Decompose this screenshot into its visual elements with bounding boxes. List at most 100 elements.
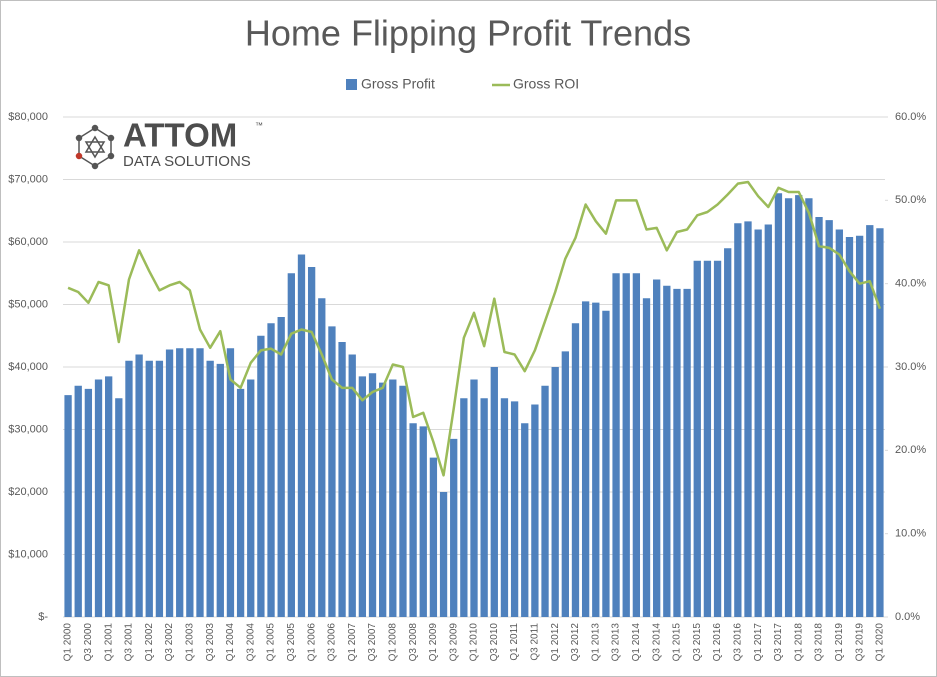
bar bbox=[622, 273, 630, 617]
bar bbox=[318, 298, 326, 617]
bar bbox=[744, 221, 752, 617]
bar bbox=[287, 273, 295, 617]
x-tick-label: Q3 2006 bbox=[327, 623, 338, 662]
x-tick-label: Q1 2012 bbox=[550, 623, 561, 662]
bar bbox=[703, 260, 712, 617]
y-tick-label: $30,000 bbox=[8, 423, 48, 435]
x-tick-label: Q3 2003 bbox=[205, 623, 216, 662]
y2-tick-label: 20.0% bbox=[895, 444, 926, 456]
bar bbox=[490, 367, 498, 617]
bar bbox=[673, 288, 681, 617]
bar bbox=[368, 373, 377, 617]
logo: ATTOM ™ DATA SOLUTIONS bbox=[75, 117, 263, 170]
bar bbox=[105, 376, 113, 617]
bar bbox=[845, 237, 854, 617]
x-tick-label: Q1 2010 bbox=[469, 623, 480, 662]
bar bbox=[145, 360, 153, 617]
bar bbox=[399, 385, 407, 617]
bar bbox=[257, 335, 265, 617]
bar bbox=[267, 323, 275, 617]
bar bbox=[866, 225, 874, 617]
bar bbox=[754, 229, 762, 617]
legend-label: Gross ROI bbox=[513, 76, 579, 92]
x-tick-label: Q3 2018 bbox=[814, 623, 825, 662]
x-tick-label: Q1 2015 bbox=[672, 623, 683, 662]
x-tick-label: Q1 2000 bbox=[63, 623, 74, 662]
bar bbox=[531, 404, 539, 617]
x-tick-label: Q3 2005 bbox=[286, 623, 297, 662]
bar bbox=[135, 354, 143, 617]
bar bbox=[216, 363, 224, 617]
bar bbox=[64, 395, 72, 617]
bar bbox=[236, 388, 245, 617]
x-tick-label: Q3 2007 bbox=[367, 623, 378, 662]
bar bbox=[358, 376, 367, 617]
x-tick-label: Q1 2020 bbox=[875, 623, 886, 662]
bar bbox=[683, 288, 691, 617]
bar bbox=[186, 348, 194, 617]
bar bbox=[784, 198, 793, 617]
x-tick-label: Q1 2017 bbox=[753, 623, 764, 662]
bar bbox=[602, 310, 610, 617]
y2-tick-label: 60.0% bbox=[895, 111, 926, 123]
x-tick-label: Q1 2007 bbox=[347, 623, 358, 662]
x-tick-label: Q1 2008 bbox=[387, 623, 398, 662]
bar bbox=[470, 379, 478, 617]
bar bbox=[795, 195, 803, 617]
y2-tick-label: 50.0% bbox=[895, 194, 926, 206]
y2-tick-label: 0.0% bbox=[895, 611, 920, 623]
x-tick-label: Q3 2015 bbox=[692, 623, 703, 662]
y-tick-label: $60,000 bbox=[8, 236, 48, 248]
y-tick-label: $80,000 bbox=[8, 111, 48, 123]
bar bbox=[84, 388, 93, 617]
bar bbox=[226, 348, 235, 617]
bar bbox=[480, 398, 488, 617]
bar bbox=[764, 224, 772, 617]
logo-tm: ™ bbox=[255, 121, 263, 130]
x-tick-label: Q3 2000 bbox=[83, 623, 94, 662]
bar bbox=[561, 351, 569, 617]
bar bbox=[115, 398, 123, 617]
bar bbox=[206, 360, 214, 617]
bar bbox=[338, 342, 346, 617]
bar bbox=[612, 273, 620, 617]
legend-label: Gross Profit bbox=[361, 76, 435, 92]
bar bbox=[247, 379, 255, 617]
x-tick-label: Q1 2016 bbox=[712, 623, 723, 662]
x-tick-label: Q3 2019 bbox=[854, 623, 865, 662]
bar bbox=[277, 317, 285, 617]
y-tick-label: $20,000 bbox=[8, 486, 48, 498]
x-tick-label: Q3 2010 bbox=[489, 623, 500, 662]
bar bbox=[74, 385, 82, 617]
x-tick-label: Q1 2013 bbox=[590, 623, 601, 662]
bar bbox=[348, 354, 356, 617]
y2-tick-label: 30.0% bbox=[895, 361, 926, 373]
bar bbox=[307, 267, 316, 617]
bar bbox=[328, 326, 336, 617]
bar bbox=[460, 398, 468, 617]
y-tick-label: $40,000 bbox=[8, 361, 48, 373]
bar bbox=[439, 492, 448, 617]
x-tick-label: Q3 2009 bbox=[448, 623, 459, 662]
bar bbox=[592, 302, 600, 617]
bar bbox=[653, 279, 661, 617]
bar bbox=[125, 360, 133, 617]
bar bbox=[450, 438, 458, 617]
bar bbox=[734, 223, 742, 617]
x-tick-label: Q3 2011 bbox=[530, 623, 541, 661]
bar bbox=[825, 220, 833, 617]
x-tick-label: Q1 2005 bbox=[266, 623, 277, 662]
bar bbox=[389, 379, 397, 617]
bar bbox=[774, 193, 783, 617]
x-tick-label: Q1 2002 bbox=[144, 623, 155, 662]
bar bbox=[409, 423, 417, 617]
bar bbox=[500, 398, 509, 617]
bar bbox=[571, 323, 580, 617]
x-tick-label: Q1 2003 bbox=[184, 623, 195, 662]
x-tick-label: Q1 2004 bbox=[225, 623, 236, 662]
line bbox=[67, 180, 882, 477]
x-tick-label: Q1 2019 bbox=[834, 623, 845, 662]
y-tick-label: $50,000 bbox=[8, 298, 48, 310]
bar bbox=[855, 235, 864, 617]
